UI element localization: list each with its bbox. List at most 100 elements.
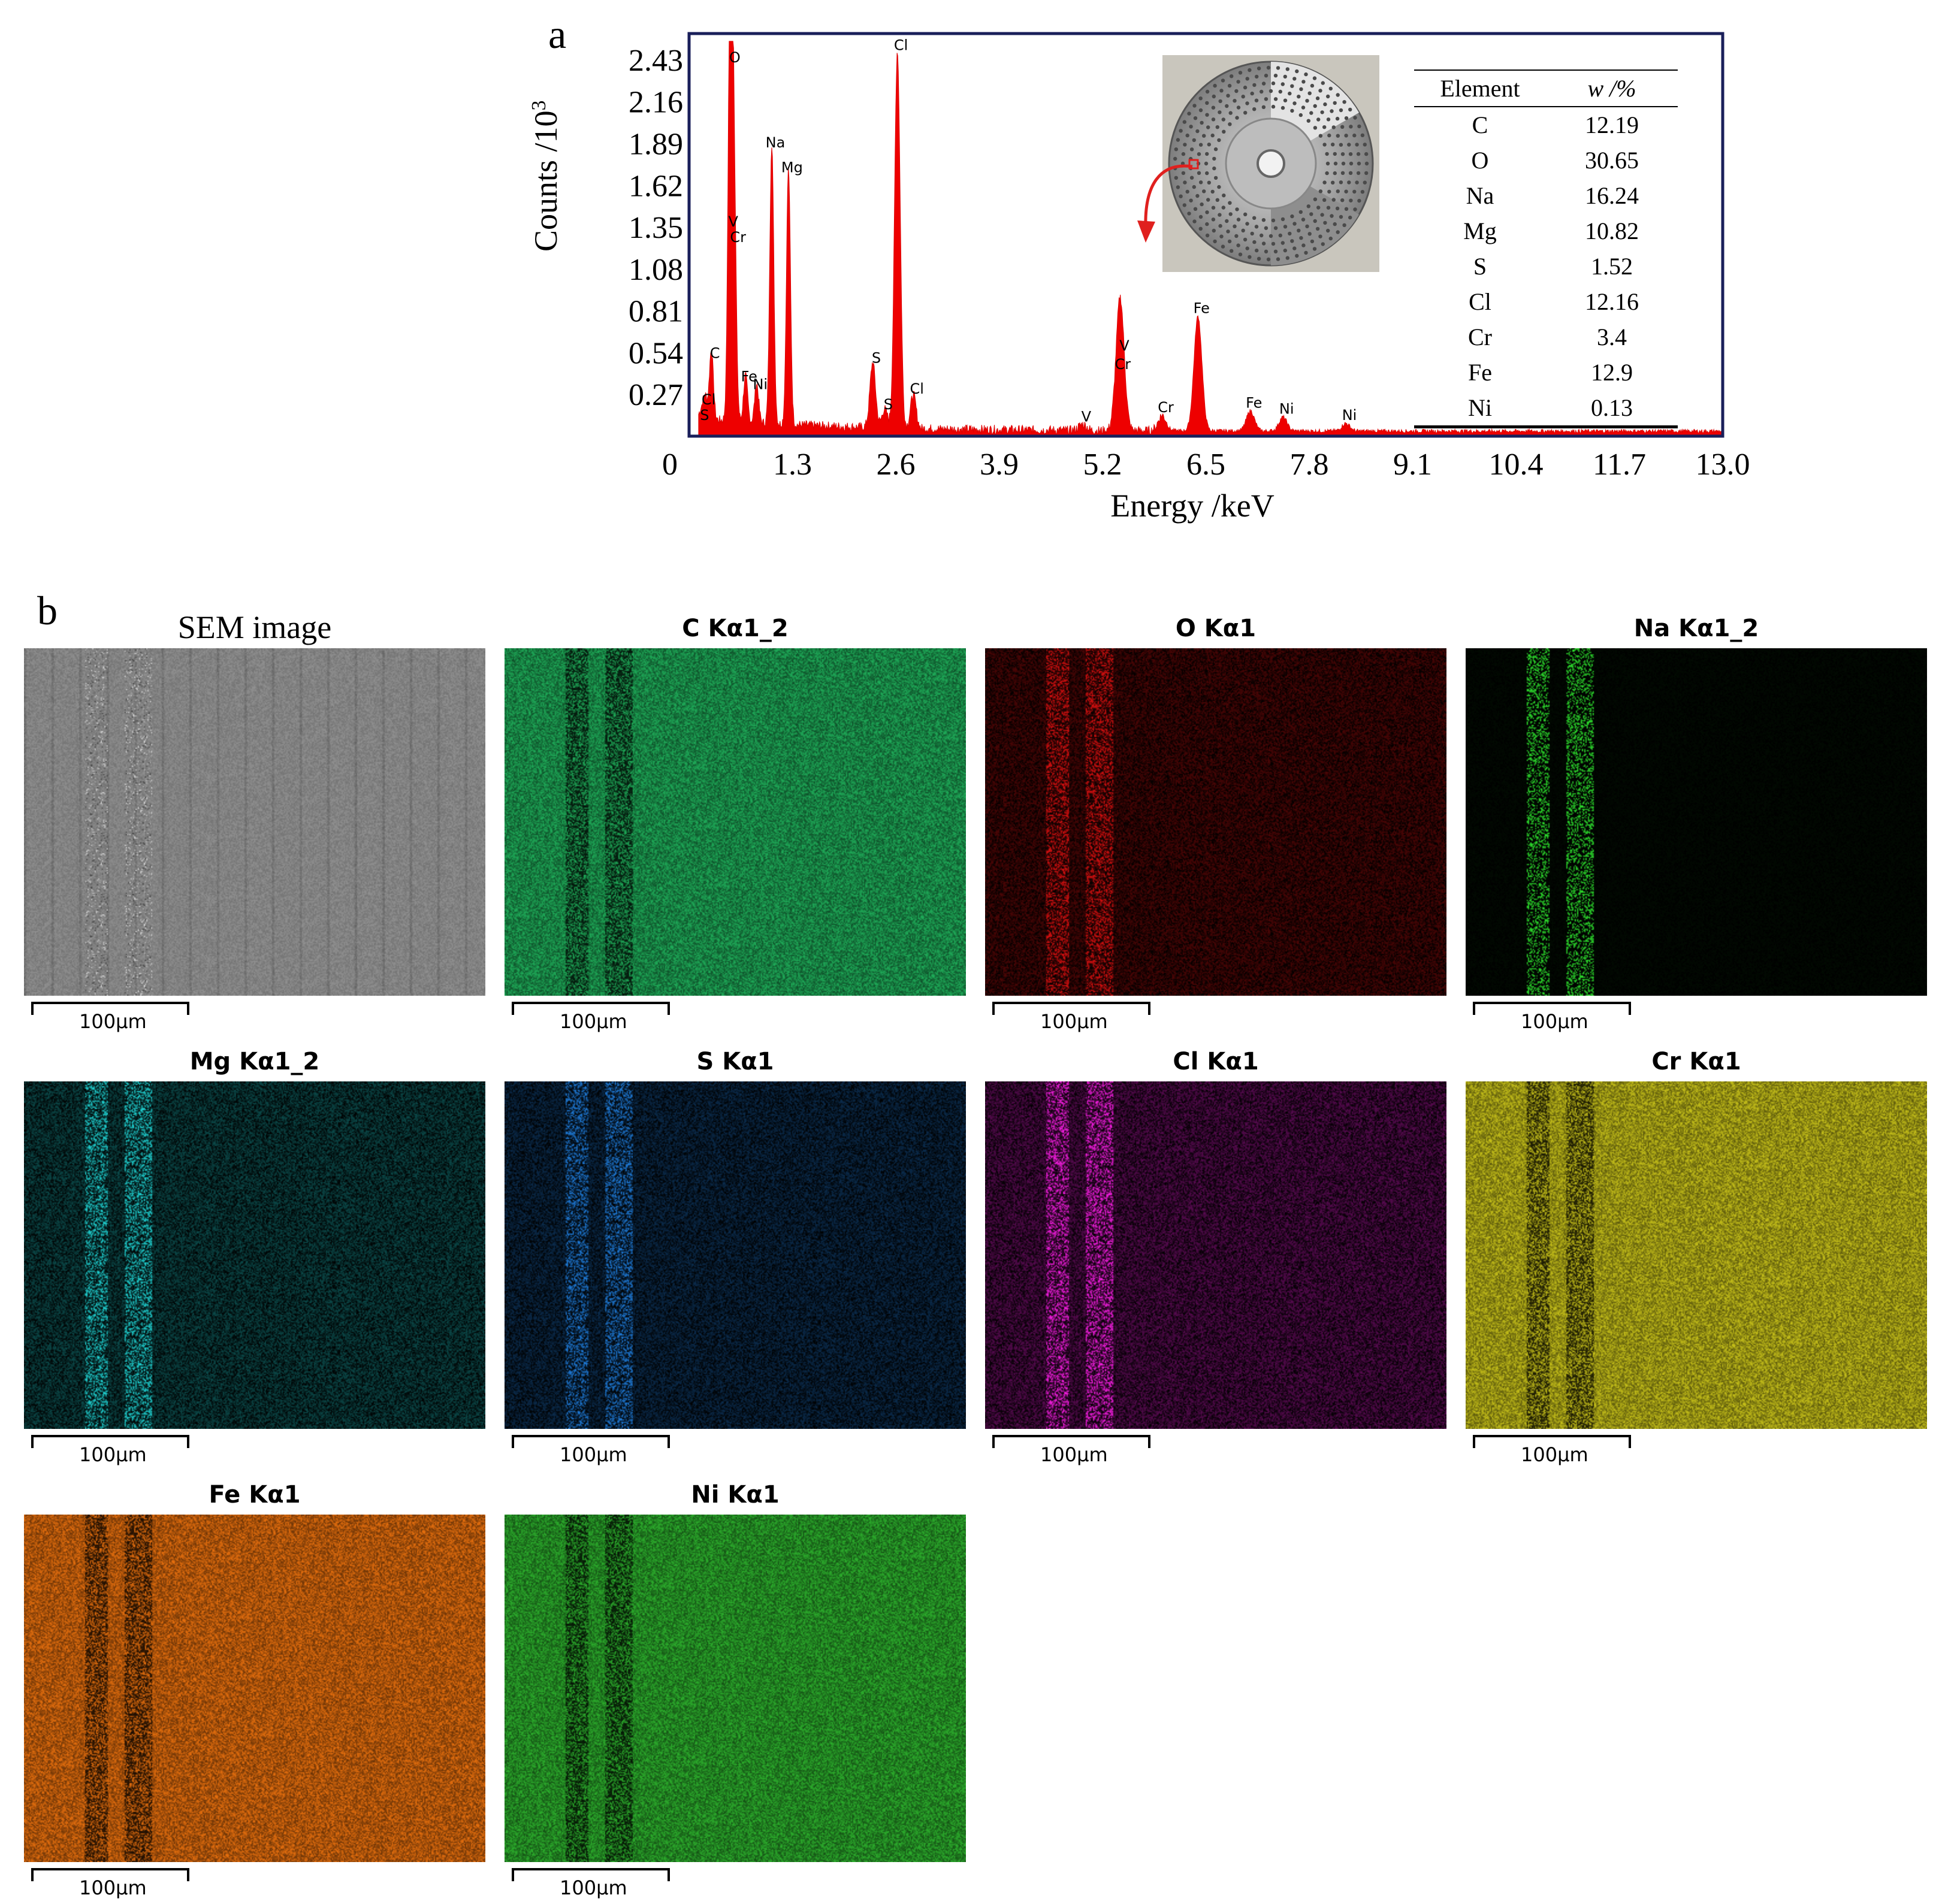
scale-bar-line: [31, 1435, 189, 1448]
map-title-s-k-1: S Kα1: [696, 1048, 774, 1075]
scale-bar: 100μm: [31, 1435, 189, 1466]
weight-cell: 3.4: [1597, 324, 1627, 350]
x-tick-label: 7.8: [1290, 448, 1329, 482]
map-title-ni-k-1: Ni Kα1: [691, 1481, 780, 1509]
panel-a-letter: a: [548, 11, 567, 57]
scale-bar-line: [992, 1435, 1150, 1448]
weight-cell: 1.52: [1591, 253, 1633, 280]
peak-label-fe: Fe: [1246, 394, 1262, 411]
x-tick-label: 11.7: [1593, 448, 1646, 482]
element-cell: Cl: [1469, 288, 1491, 315]
map-image-c-k-1-2: [505, 648, 966, 996]
weight-cell: 12.16: [1585, 288, 1639, 315]
element-cell: C: [1472, 111, 1488, 138]
peak-label-ni: Ni: [1279, 401, 1294, 418]
map-title-na-k-1-2: Na Kα1_2: [1633, 615, 1759, 642]
table-row: Fe 12.9: [1414, 355, 1678, 390]
scale-bar-line: [31, 1002, 189, 1015]
element-cell: O: [1471, 147, 1489, 174]
peak-label-c: C: [710, 345, 720, 362]
x-tick-labels: 0 1.3 2.6 3.9 5.2 6.5 7.8 9.1 10.4 11.7 13.0: [662, 448, 1750, 482]
scale-bar-line: [512, 1868, 670, 1881]
table-row: Cl 12.16: [1414, 284, 1678, 319]
perforated-disc-photo: [1168, 61, 1374, 267]
scale-bar-label: 100μm: [560, 1443, 627, 1466]
map-title-cl-k-1: Cl Kα1: [1173, 1048, 1259, 1075]
peak-label-cr: Cr: [1158, 399, 1174, 416]
peak-label-s: S: [872, 349, 881, 366]
peak-label-v: V: [728, 213, 738, 230]
scale-bar: 100μm: [31, 1868, 189, 1899]
weight-cell: 0.13: [1591, 394, 1633, 421]
map-image-cr-k-1: [1466, 1081, 1927, 1429]
scale-bar: 100μm: [512, 1868, 670, 1899]
y-tick-label: 0.27: [629, 378, 683, 412]
peak-label-mg: Mg: [781, 159, 803, 176]
peak-label-v: V: [1119, 337, 1129, 354]
map-title-mg-k-1-2: Mg Kα1_2: [189, 1048, 320, 1075]
scale-bar-label: 100μm: [79, 1876, 147, 1899]
weight-cell: 30.65: [1585, 147, 1639, 174]
peak-label-ni: Ni: [1342, 407, 1357, 424]
scale-bar-line: [31, 1868, 189, 1881]
scale-bar-label: 100μm: [79, 1010, 147, 1033]
scale-bar: 100μm: [992, 1002, 1150, 1033]
map-image-cl-k-1: [985, 1081, 1446, 1429]
peak-label-fe: Fe: [1194, 300, 1210, 317]
map-image-ni-k-1: [505, 1515, 966, 1862]
peak-label-cr: Cr: [1115, 356, 1131, 373]
scale-bar-line: [1473, 1435, 1631, 1448]
x-axis-label: Energy /keV: [1110, 488, 1274, 524]
scale-bar-line: [1473, 1002, 1631, 1015]
peak-label-s: S: [700, 407, 709, 424]
scale-bar-label: 100μm: [1040, 1010, 1108, 1033]
y-tick-label: 2.43: [629, 44, 683, 78]
y-tick-label: 1.08: [629, 253, 683, 287]
map-image-sem-image: [24, 648, 485, 996]
map-image-o-k-1: [985, 648, 1446, 996]
table-top-rule: [1414, 69, 1678, 71]
composition-table-wrapper: Element w /% C 12.19 O 30.65 Na 16.24 Mg 10.82 S…: [1414, 69, 1678, 428]
peak-label-o: O: [729, 49, 741, 66]
map-image-fe-k-1: [24, 1515, 485, 1862]
map-image-mg-k-1-2: [24, 1081, 485, 1429]
peak-label-s: S: [884, 396, 893, 413]
header-element: Element: [1440, 75, 1520, 102]
spectrum-area: [698, 41, 1723, 437]
x-tick-label: 0: [662, 448, 678, 482]
y-tick-label: 1.62: [629, 169, 683, 203]
plot-frame: [687, 32, 1724, 438]
table-row: Cr 3.4: [1414, 319, 1678, 355]
peak-label-ni: Ni: [753, 376, 768, 392]
map-title-fe-k-1: Fe Kα1: [209, 1481, 301, 1509]
scale-bar-line: [512, 1002, 670, 1015]
eds-spectrum-chart: 0.27 0.54 0.81 1.08 1.35 1.62 1.89 2.16 2.43 0 1.…: [629, 32, 1750, 524]
panel-b-letter: b: [37, 588, 58, 633]
weight-cell: 10.82: [1585, 217, 1639, 244]
scale-bar-label: 100μm: [1521, 1443, 1588, 1466]
peak-label-fe: Fe: [741, 368, 757, 385]
map-title-sem-image: SEM image: [177, 609, 332, 645]
map-title-cr-k-1: Cr Kα1: [1651, 1048, 1741, 1075]
table-bottom-rule: [1414, 425, 1678, 428]
map-image-s-k-1: [505, 1081, 966, 1429]
element-cell: Cr: [1468, 324, 1492, 350]
scale-bar-label: 100μm: [560, 1876, 627, 1899]
map-title-c-k-1-2: C Kα1_2: [682, 615, 789, 642]
y-tick-labels: 0.27 0.54 0.81 1.08 1.35 1.62 1.89 2.16 2.43: [629, 44, 683, 412]
y-tick-label: 1.89: [629, 128, 683, 162]
peak-label-cl: Cl: [894, 37, 908, 53]
element-cell: S: [1473, 253, 1487, 280]
table-row: O 30.65: [1414, 143, 1678, 178]
scale-bar-label: 100μm: [1521, 1010, 1588, 1033]
scale-bar: 100μm: [1473, 1002, 1631, 1033]
scale-bar-line: [992, 1002, 1150, 1015]
table-row: S 1.52: [1414, 249, 1678, 284]
y-tick-label: 0.81: [629, 295, 683, 329]
y-tick-label: 0.54: [629, 336, 683, 370]
scale-bar-label: 100μm: [1040, 1443, 1108, 1466]
y-tick-label: 2.16: [629, 86, 683, 120]
x-tick-label: 5.2: [1083, 448, 1122, 482]
table-row: Mg 10.82: [1414, 213, 1678, 249]
